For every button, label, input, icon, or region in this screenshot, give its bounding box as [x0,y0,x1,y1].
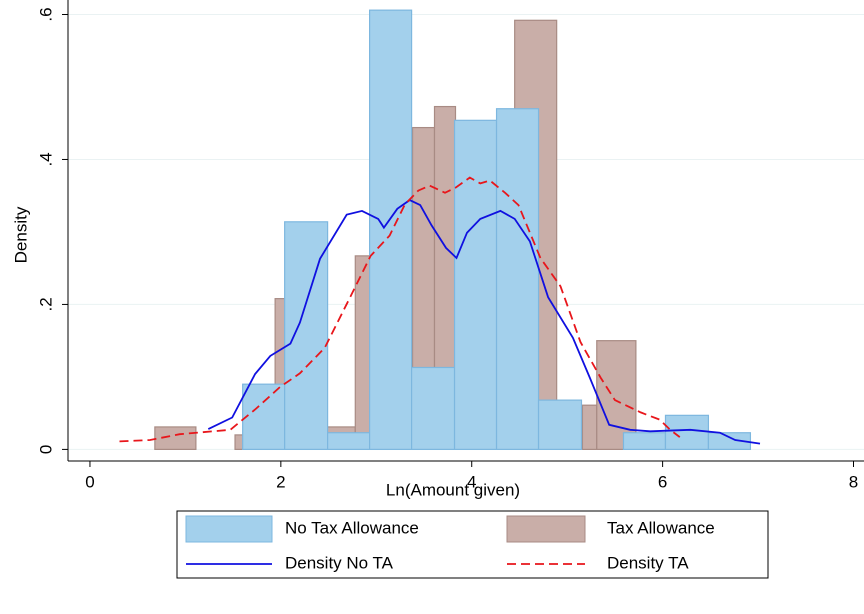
legend-label: No Tax Allowance [285,518,419,537]
x-axis-label: Ln(Amount given) [386,480,520,499]
histogram-bar [369,9,413,451]
x-tick-label: 4 [467,472,476,491]
density-line [207,199,761,445]
y-tick-label: .2 [36,297,55,311]
histogram-bar [453,119,498,451]
legend-label: Density No TA [285,553,394,572]
histogram-bar [327,432,371,451]
y-tick-label: .4 [36,152,55,166]
histogram-bar [242,383,286,451]
histogram-bar [622,432,667,451]
x-tick-label: 6 [658,472,667,491]
x-tick-label: 0 [85,472,94,491]
x-tick-label: 2 [276,472,285,491]
legend-swatch [185,515,273,543]
legend-swatch [506,515,586,543]
y-axis-label: Density [11,206,30,263]
histogram-bar [410,366,456,451]
legend-label: Density TA [607,553,689,572]
histogram-bar [495,108,540,451]
histogram-bar [664,414,710,451]
y-tick-label: 0 [36,445,55,454]
histogram-bar [154,426,197,451]
density-line [119,176,681,443]
legend-label: Tax Allowance [607,518,715,537]
histogram-bar [581,404,598,451]
x-tick-label: 8 [849,472,858,491]
legend-box [176,510,769,579]
y-tick-label: .6 [36,7,55,21]
histogram-bar [707,432,752,451]
histogram-bar [537,399,583,451]
